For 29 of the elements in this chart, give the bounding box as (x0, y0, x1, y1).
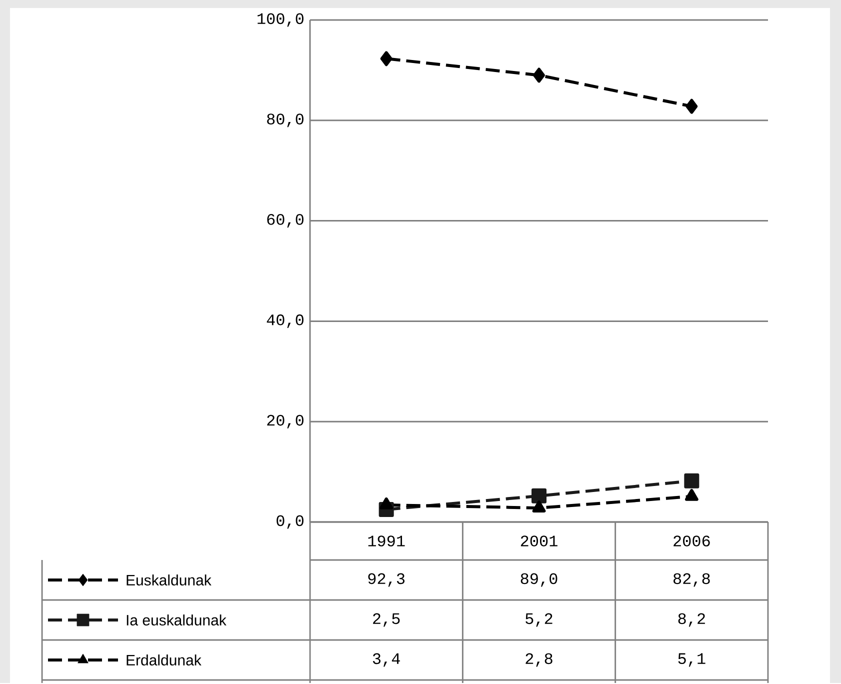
legend-label: Ia euskaldunak (126, 614, 226, 626)
y-tick-label: 80,0 (267, 114, 304, 128)
y-tick-label: 0,0 (276, 515, 304, 529)
legend-label: Erdaldunak (126, 654, 202, 666)
x-tick-label: 2001 (520, 536, 558, 547)
point (684, 473, 700, 488)
point (684, 489, 698, 502)
data-label: 5,2 (526, 613, 552, 627)
point (533, 68, 545, 83)
point (532, 488, 547, 504)
point (380, 51, 392, 66)
y-tick-label: 60,0 (267, 214, 304, 228)
y-tick-label: 20,0 (267, 414, 304, 428)
y-tick-label: 40,0 (266, 314, 304, 328)
point (380, 498, 394, 510)
x-tick-label: 1991 (368, 536, 405, 547)
data-label: 8,2 (678, 613, 705, 627)
data-label: 3,4 (372, 653, 400, 667)
data-label: 89,0 (520, 573, 558, 587)
data-label: 2,8 (526, 653, 552, 667)
point (686, 98, 698, 114)
x-tick-label: 2006 (674, 536, 710, 547)
data-label: 92,3 (368, 573, 405, 587)
data-label: 82,8 (674, 573, 710, 587)
y-tick-label: 100,0 (258, 13, 304, 27)
legend-label: Euskaldunak (126, 574, 212, 586)
data-label: 2,5 (373, 613, 400, 627)
point (532, 500, 546, 513)
data-label: 5,1 (678, 653, 706, 667)
